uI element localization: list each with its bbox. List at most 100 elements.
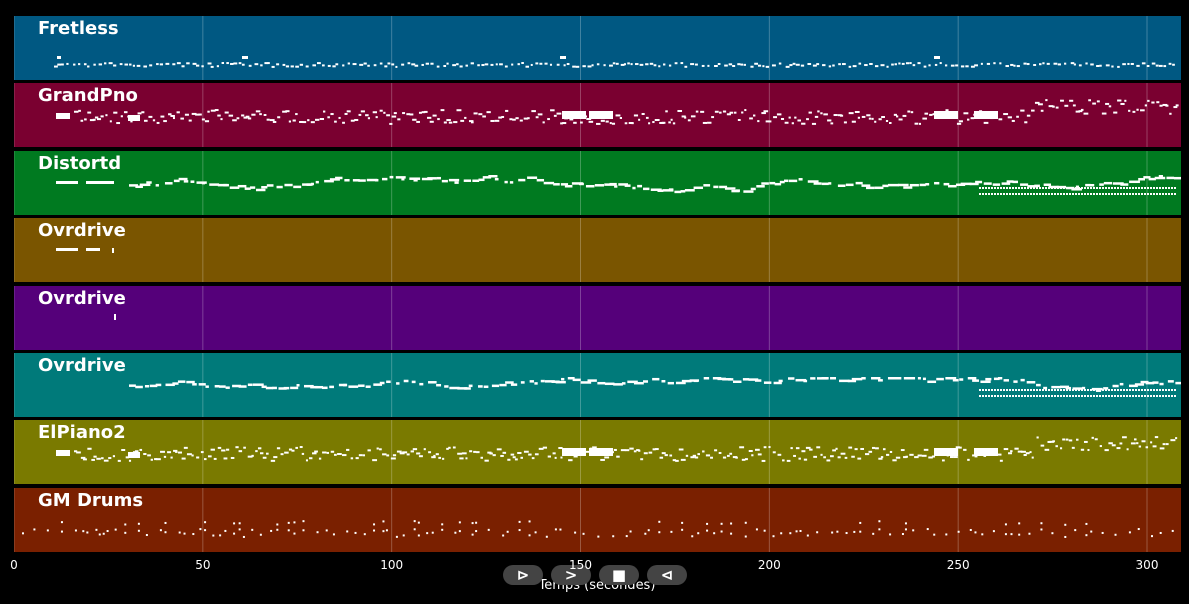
note-mark xyxy=(967,119,970,122)
track-lane: Ovrdrive xyxy=(14,353,1181,417)
note-mark xyxy=(669,454,673,457)
note-mark xyxy=(1027,389,1029,391)
note-mark xyxy=(1134,438,1137,441)
note-mark xyxy=(414,64,419,67)
note-mark xyxy=(572,65,576,68)
note-mark xyxy=(878,528,881,531)
note-mark xyxy=(1040,110,1044,113)
note-mark xyxy=(531,457,535,460)
note-mark xyxy=(1159,382,1164,386)
note-mark xyxy=(373,523,376,526)
note-mark xyxy=(1051,385,1061,389)
note-mark xyxy=(1135,395,1137,397)
note-mark xyxy=(484,63,489,66)
note-mark xyxy=(677,110,683,113)
note-mark xyxy=(396,382,400,385)
note-mark xyxy=(786,460,791,463)
note-mark xyxy=(147,454,151,457)
note-mark xyxy=(212,534,215,537)
note-mark xyxy=(821,377,829,380)
note-mark xyxy=(560,456,563,459)
note-mark xyxy=(547,118,550,121)
note-mark xyxy=(389,175,394,179)
note-mark xyxy=(949,456,954,459)
note-mark xyxy=(790,447,793,450)
note-mark xyxy=(1054,186,1056,189)
note-mark xyxy=(506,530,509,533)
note-mark xyxy=(1020,378,1025,382)
note-mark xyxy=(934,111,958,120)
note-mark xyxy=(1021,186,1023,189)
note-mark xyxy=(238,522,241,525)
note-mark xyxy=(848,112,854,115)
play-button[interactable]: ⊳ xyxy=(503,565,543,585)
note-mark xyxy=(1099,445,1102,448)
note-mark xyxy=(80,120,84,123)
note-mark xyxy=(1108,186,1110,189)
note-mark xyxy=(159,528,162,531)
note-mark xyxy=(501,116,505,119)
stop-button[interactable]: ■ xyxy=(599,565,639,585)
note-mark xyxy=(728,63,733,66)
note-mark xyxy=(201,181,206,185)
note-mark xyxy=(448,447,451,450)
note-mark xyxy=(1006,395,1008,397)
note-mark xyxy=(889,122,892,125)
note-mark xyxy=(387,62,391,65)
note-mark xyxy=(553,182,560,186)
note-mark xyxy=(1033,395,1035,397)
note-mark xyxy=(605,120,609,123)
note-mark xyxy=(549,63,553,66)
play-icon: ⊳ xyxy=(516,566,530,584)
note-mark xyxy=(613,383,623,386)
note-mark xyxy=(310,182,314,186)
note-mark xyxy=(1069,389,1071,391)
note-mark xyxy=(386,454,390,457)
rewind-button[interactable]: ⊲ xyxy=(647,565,687,585)
note-mark xyxy=(1105,64,1110,67)
note-mark xyxy=(681,521,684,524)
note-mark xyxy=(861,116,866,119)
note-mark xyxy=(514,458,518,461)
note-mark xyxy=(773,381,782,385)
note-mark xyxy=(753,114,756,117)
note-mark xyxy=(1033,186,1035,189)
note-mark xyxy=(680,459,686,462)
note-mark xyxy=(230,62,234,65)
note-mark xyxy=(210,65,214,68)
note-mark xyxy=(95,528,98,531)
note-mark xyxy=(914,123,919,126)
note-mark xyxy=(329,385,334,389)
note-mark xyxy=(511,63,514,66)
note-mark xyxy=(609,182,617,186)
note-mark xyxy=(103,460,109,463)
note-mark xyxy=(1018,395,1020,397)
note-mark xyxy=(653,64,657,67)
note-mark xyxy=(737,63,741,66)
note-mark xyxy=(1126,186,1128,189)
note-mark xyxy=(247,383,253,387)
note-mark xyxy=(89,119,95,122)
note-mark xyxy=(782,459,785,462)
note-mark xyxy=(233,522,236,525)
note-mark xyxy=(554,457,557,460)
note-mark xyxy=(979,395,981,397)
note-mark xyxy=(124,523,127,526)
note-mark xyxy=(87,448,92,451)
forward-button[interactable]: > xyxy=(551,565,591,585)
note-mark xyxy=(706,529,709,532)
note-mark xyxy=(744,109,747,112)
note-mark xyxy=(282,63,286,66)
note-mark xyxy=(694,63,698,66)
note-mark xyxy=(264,62,269,65)
note-mark xyxy=(325,529,328,532)
note-mark xyxy=(830,122,834,125)
note-mark xyxy=(344,178,350,182)
note-mark xyxy=(922,117,927,120)
note-mark xyxy=(1083,441,1088,444)
note-mark xyxy=(535,116,539,119)
note-mark xyxy=(1054,192,1056,195)
note-mark xyxy=(1052,440,1055,443)
note-mark xyxy=(741,459,746,462)
note-mark xyxy=(1096,100,1100,103)
